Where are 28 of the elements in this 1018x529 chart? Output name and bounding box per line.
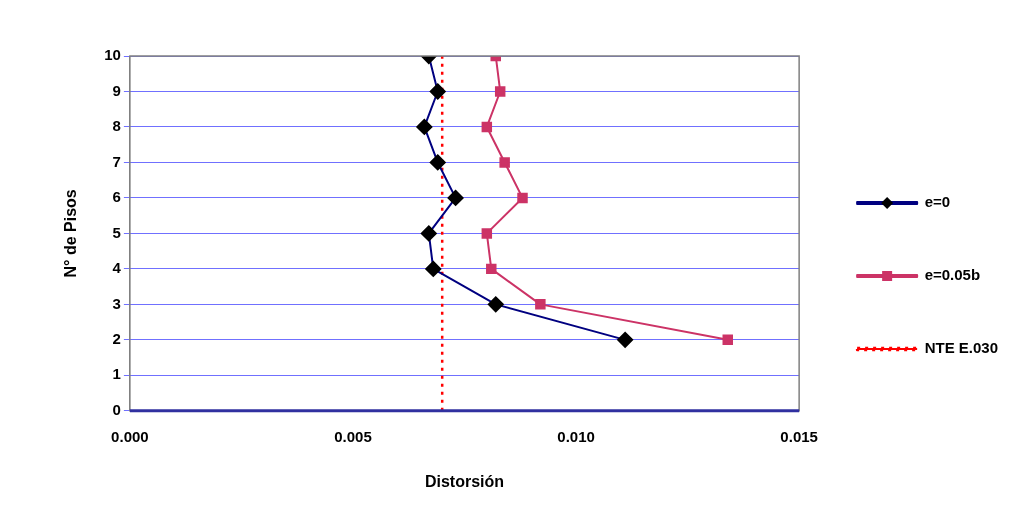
y-tick-label: 10 <box>104 46 121 64</box>
y-tick-label: 2 <box>112 329 121 347</box>
x-tick-label: 0.005 <box>334 427 372 445</box>
point <box>517 192 528 204</box>
y-tick-label: 3 <box>112 294 121 312</box>
y-tick-label: 0 <box>112 400 121 418</box>
point <box>481 121 493 133</box>
point <box>499 157 510 168</box>
y-tick-label: 7 <box>112 152 121 170</box>
point <box>481 228 493 239</box>
point <box>722 334 733 346</box>
x-tick-label: 0.010 <box>557 427 595 445</box>
y-axis-title: N° de Pisos <box>62 189 80 278</box>
y-tick-label: 6 <box>112 188 121 206</box>
x-tick-label: 0.015 <box>780 427 818 445</box>
x-tick-label: 0.000 <box>111 427 149 445</box>
point <box>494 86 506 97</box>
legend-label: e=0 <box>924 193 951 211</box>
y-tick-label: 5 <box>112 223 121 241</box>
x-axis-title: Distorsión <box>424 472 505 490</box>
y-tick-label: 1 <box>112 365 121 383</box>
legend-label: NTE E.030 <box>924 339 999 357</box>
point <box>535 299 546 310</box>
y-tick-label: 4 <box>112 259 122 277</box>
y-tick-label: 9 <box>112 81 121 99</box>
legend-label: e=0.05b <box>924 266 981 284</box>
y-tick-label: 8 <box>112 117 121 135</box>
point <box>486 263 497 275</box>
